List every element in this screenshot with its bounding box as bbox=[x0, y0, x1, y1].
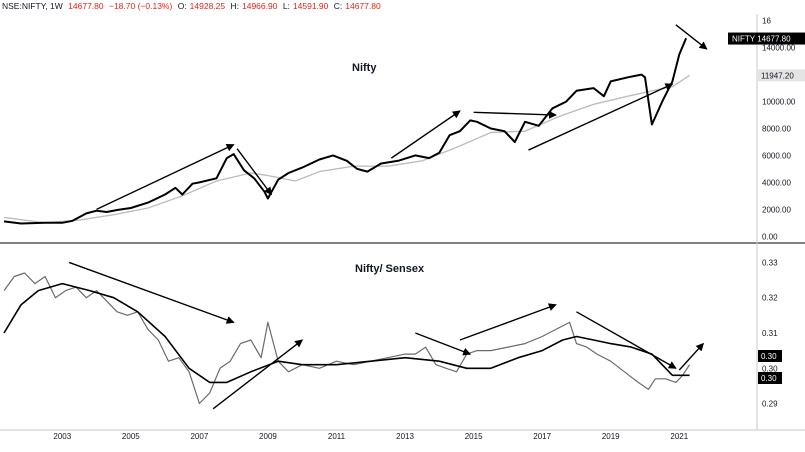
low-label: L: bbox=[282, 1, 290, 11]
bottom-strip bbox=[0, 445, 805, 452]
time-axis-tick-label: 2007 bbox=[190, 432, 208, 441]
price-change: −18.70 (−0.13%) bbox=[108, 1, 173, 11]
trend-arrow bbox=[576, 311, 677, 369]
trend-arrow bbox=[96, 144, 235, 210]
ratio-pane: 0.290.300.310.320.330.300.30 bbox=[3, 258, 782, 410]
time-axis-tick-label: 2009 bbox=[259, 432, 277, 441]
time-axis-tick-label: 2011 bbox=[328, 432, 346, 441]
close-value: 14677.80 bbox=[345, 1, 381, 11]
trend-arrow bbox=[675, 24, 708, 50]
ratio-value-badge-text: 0.30 bbox=[761, 374, 777, 383]
trend-arrow bbox=[459, 303, 557, 341]
nifty-y-tick-label: 2000.00 bbox=[762, 205, 791, 214]
high-value: 14966.90 bbox=[242, 1, 278, 11]
nifty-y-tick-label: 0.00 bbox=[762, 232, 778, 241]
nifty-price-line bbox=[3, 37, 688, 225]
nifty-y-tick-label: 16 bbox=[762, 17, 771, 26]
nifty-y-tick-label: 10000.00 bbox=[762, 98, 796, 107]
ma-value-badge-text: 11947.20 bbox=[761, 71, 794, 80]
trend-arrow bbox=[68, 261, 235, 324]
ratio-y-tick-label: 0.32 bbox=[762, 294, 778, 303]
ratio-pane-title: Nifty/ Sensex bbox=[355, 263, 425, 275]
nifty-moving-average-line bbox=[3, 74, 690, 224]
low-value: 14591.90 bbox=[292, 1, 329, 11]
chart-header: NSE:NIFTY, 1W 14677.80 −18.70 (−0.13%) O… bbox=[2, 1, 384, 11]
high-label: H: bbox=[230, 1, 240, 11]
ratio-value-badge bbox=[758, 350, 782, 362]
time-axis: 2003 2005 2007 2009 2011 2013 2015 2017 2019 2021 bbox=[53, 432, 688, 441]
time-axis-tick-label: 2013 bbox=[396, 432, 414, 441]
nifty-price-badge bbox=[728, 32, 805, 45]
trend-arrow bbox=[678, 342, 704, 371]
open-label: O: bbox=[177, 1, 187, 11]
ratio-y-tick-label: 0.31 bbox=[762, 329, 778, 338]
ratio-y-tick-label: 0.30 bbox=[762, 364, 778, 373]
nifty-y-tick-label: 6000.00 bbox=[762, 151, 791, 160]
trend-arrow bbox=[415, 332, 472, 356]
open-value: 14928.25 bbox=[189, 1, 226, 11]
time-axis-tick-label: 2021 bbox=[670, 432, 688, 441]
ratio-moving-average-line bbox=[3, 282, 690, 384]
close-label: C: bbox=[333, 1, 343, 11]
nifty-price-badge-text: NIFTY 14677.80 bbox=[732, 35, 791, 44]
trend-arrow bbox=[390, 110, 461, 159]
nifty-pane-title: Nifty bbox=[352, 62, 377, 74]
trend-arrow bbox=[212, 339, 304, 410]
time-axis-tick-label: 2017 bbox=[533, 432, 551, 441]
time-axis-tick-label: 2003 bbox=[53, 432, 71, 441]
nifty-y-tick-label: 4000.00 bbox=[762, 178, 791, 187]
ratio-y-tick-label: 0.29 bbox=[762, 400, 778, 409]
trend-arrow bbox=[473, 110, 557, 119]
time-axis-tick-label: 2015 bbox=[465, 432, 483, 441]
time-axis-tick-label: 2019 bbox=[602, 432, 620, 441]
trend-arrow bbox=[236, 148, 272, 196]
nifty-y-tick-label: 8000.00 bbox=[762, 125, 791, 134]
ratio-y-tick-label: 0.33 bbox=[762, 258, 778, 267]
ratio-value-badge bbox=[758, 372, 782, 384]
time-axis-tick-label: 2005 bbox=[122, 432, 140, 441]
last-price: 14677.80 bbox=[68, 1, 104, 11]
ma-value-badge bbox=[758, 69, 805, 82]
trend-arrow bbox=[528, 83, 674, 151]
nifty-pane: 0.00 2000.00 4000.00 6000.00 8000.00 10000.00… bbox=[3, 17, 805, 241]
ratio-line bbox=[3, 272, 691, 405]
ratio-value-badge-text: 0.30 bbox=[761, 352, 777, 361]
nifty-y-tick-label: 14000.00 bbox=[762, 44, 796, 53]
symbol-label: NSE:NIFTY, 1W bbox=[2, 1, 63, 11]
